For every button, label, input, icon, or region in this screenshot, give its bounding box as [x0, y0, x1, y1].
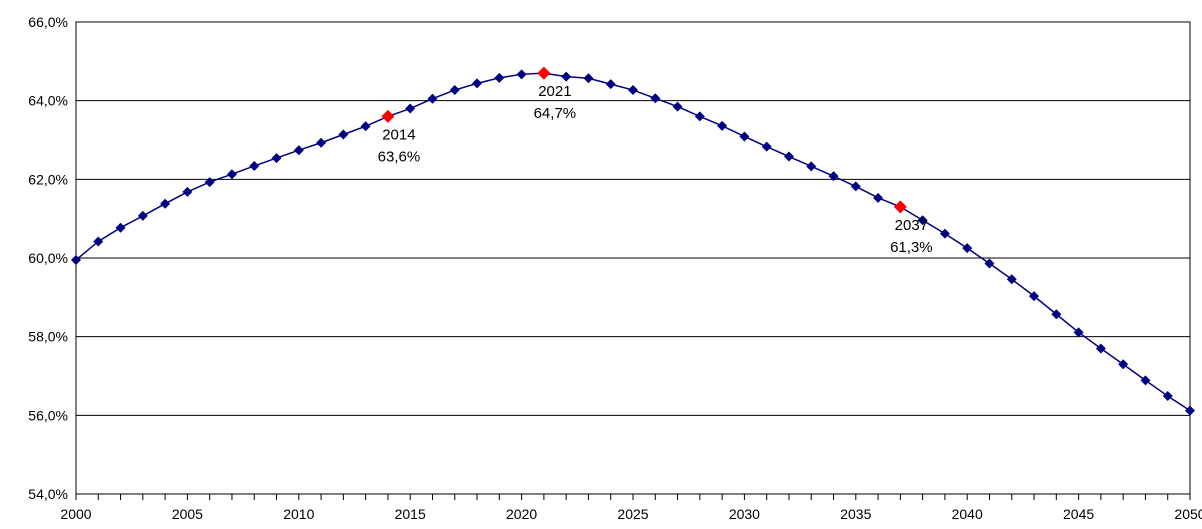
x-tick-label: 2005	[172, 506, 203, 522]
data-point	[226, 169, 237, 180]
data-point	[1029, 291, 1040, 302]
data-point	[672, 101, 683, 112]
data-point	[93, 236, 104, 247]
data-point	[293, 145, 304, 156]
annotation-value: 61,3%	[890, 239, 933, 256]
y-tick-label: 60,0%	[28, 250, 68, 266]
data-point	[1118, 359, 1129, 370]
data-point	[628, 85, 638, 96]
data-point	[1051, 309, 1062, 320]
y-tick-label: 56,0%	[28, 407, 68, 423]
y-tick-label: 64,0%	[28, 93, 68, 109]
data-point	[271, 153, 282, 164]
highlight-point	[893, 200, 907, 214]
data-point	[806, 161, 817, 172]
x-tick-label: 2015	[395, 506, 426, 522]
data-point	[427, 93, 438, 104]
data-point	[115, 222, 126, 233]
data-point	[204, 177, 215, 188]
highlight-point	[537, 66, 551, 80]
data-point	[316, 137, 327, 148]
y-tick-label: 62,0%	[28, 171, 68, 187]
annotation-year: 2014	[382, 126, 415, 143]
highlight-markers	[381, 66, 907, 214]
series-markers	[71, 68, 1195, 416]
data-point	[249, 160, 260, 171]
data-point	[449, 85, 460, 96]
series-line	[75, 72, 1191, 412]
data-point	[917, 215, 928, 226]
y-tick-label: 66,0%	[28, 14, 68, 30]
highlight-point	[381, 109, 395, 123]
x-tick-label: 2045	[1063, 506, 1094, 522]
data-point	[1140, 375, 1151, 386]
x-tick-label: 2020	[506, 506, 537, 522]
data-point	[939, 228, 950, 239]
data-point	[739, 131, 750, 142]
annotations: 2014 63,6% 2021 64,7% 2037 61,3%	[378, 83, 933, 256]
data-point	[583, 73, 594, 84]
data-point	[1006, 274, 1017, 285]
x-tick-label: 2025	[617, 506, 648, 522]
data-point	[694, 111, 705, 122]
data-point	[338, 129, 349, 140]
x-tick-label: 2040	[952, 506, 983, 522]
x-axis-ticks	[75, 494, 1191, 500]
data-point	[137, 210, 148, 221]
annotation-year: 2037	[895, 217, 928, 234]
data-point	[1073, 327, 1084, 338]
data-point	[360, 121, 371, 132]
data-point	[962, 243, 973, 254]
data-point	[783, 151, 794, 162]
data-point	[516, 69, 527, 80]
x-tick-label: 2000	[60, 506, 91, 522]
annotation-value: 63,6%	[378, 148, 421, 165]
data-point	[873, 192, 884, 203]
data-point	[182, 186, 193, 197]
y-axis-labels: 54,0% 56,0% 58,0% 60,0% 62,0% 64,0% 66,0%	[28, 14, 68, 502]
data-point	[850, 181, 861, 192]
data-point	[1095, 343, 1106, 354]
data-point	[650, 93, 661, 104]
data-point	[160, 198, 171, 209]
data-point	[494, 72, 505, 83]
y-tick-label: 54,0%	[28, 486, 68, 502]
x-tick-label: 2035	[840, 506, 871, 522]
data-point	[472, 78, 483, 89]
x-tick-label: 2050	[1174, 506, 1202, 522]
data-point	[405, 103, 416, 114]
data-point	[561, 71, 572, 82]
data-point	[71, 254, 81, 265]
x-axis-labels: 2000 2005 2010 2015 2020 2025 2030 2035 2040 2045…	[60, 506, 1202, 522]
data-point	[717, 120, 728, 131]
y-tick-label: 58,0%	[28, 329, 68, 345]
data-point	[1162, 391, 1173, 402]
annotation-value: 64,7%	[534, 105, 577, 122]
x-tick-label: 2030	[729, 506, 760, 522]
gridlines	[76, 100, 1190, 416]
data-point	[828, 171, 839, 182]
annotation-year: 2021	[538, 83, 571, 100]
data-point	[984, 258, 995, 269]
x-tick-label: 2010	[283, 506, 314, 522]
data-point	[761, 141, 772, 152]
data-point	[605, 79, 616, 90]
data-point	[1185, 405, 1195, 416]
